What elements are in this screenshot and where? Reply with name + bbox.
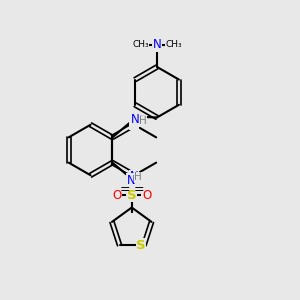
Text: CH₃: CH₃	[132, 40, 149, 49]
Text: O: O	[142, 189, 151, 202]
Text: CH₃: CH₃	[165, 40, 182, 49]
Text: S: S	[127, 189, 136, 202]
Text: N: N	[130, 117, 139, 130]
Text: N: N	[153, 38, 161, 51]
Text: O: O	[112, 189, 122, 202]
Text: =: =	[120, 184, 130, 196]
Text: N: N	[127, 174, 135, 187]
Text: H: H	[134, 172, 142, 182]
Text: S: S	[136, 239, 146, 252]
Text: H: H	[139, 116, 147, 126]
Text: N: N	[130, 170, 139, 183]
Text: =: =	[133, 184, 144, 196]
Text: N: N	[131, 113, 140, 126]
